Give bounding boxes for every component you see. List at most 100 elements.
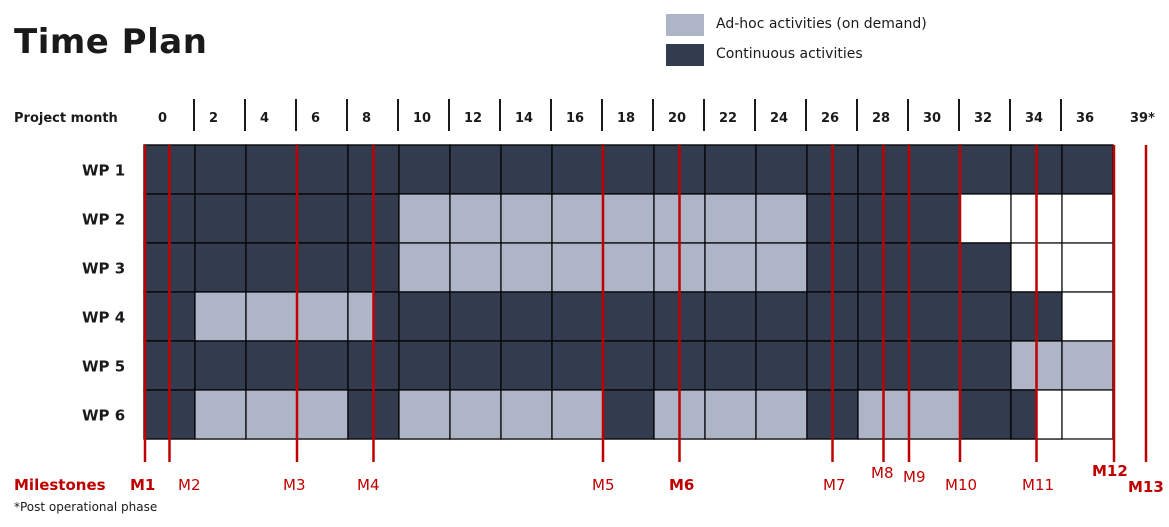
wp-label-1: WP 1 bbox=[82, 162, 125, 180]
gantt-bar-wp5-9 bbox=[602, 340, 655, 391]
milestone-label-m11: M11 bbox=[1022, 476, 1054, 494]
month-label-3: 6 bbox=[311, 111, 320, 126]
gantt-bar-wp3-7 bbox=[500, 242, 553, 293]
gantt-bar-wp3-2 bbox=[245, 242, 298, 293]
month-label-7: 14 bbox=[515, 111, 533, 126]
wp-label-3: WP 3 bbox=[82, 260, 125, 278]
gantt-bar-wp3-9 bbox=[602, 242, 655, 293]
month-label-10: 20 bbox=[668, 111, 686, 126]
gantt-bar-wp1-7 bbox=[500, 144, 553, 195]
month-label-8: 16 bbox=[566, 111, 584, 126]
legend-swatch-continuous bbox=[666, 44, 704, 66]
month-label-18: 36 bbox=[1076, 111, 1094, 126]
milestone-label-m3: M3 bbox=[283, 476, 306, 494]
month-label-17: 34 bbox=[1025, 111, 1043, 126]
gantt-cell-wp2-18 bbox=[1061, 193, 1114, 244]
gantt-bar-wp6-1 bbox=[194, 389, 247, 440]
gantt-bar-wp2-1 bbox=[194, 193, 247, 244]
gantt-bar-wp6-17 bbox=[1010, 389, 1038, 440]
gantt-bar-wp4-15 bbox=[908, 291, 961, 342]
page-title: Time Plan bbox=[14, 22, 208, 62]
gantt-bar-wp5-7 bbox=[500, 340, 553, 391]
milestone-label-m1: M1 bbox=[130, 476, 155, 494]
legend-label-continuous: Continuous activities bbox=[716, 46, 863, 62]
gantt-bar-wp6-9 bbox=[602, 389, 655, 440]
gantt-bar-wp1-6 bbox=[449, 144, 502, 195]
gantt-bar-wp5-3 bbox=[296, 340, 349, 391]
month-label-6: 12 bbox=[464, 111, 482, 126]
month-label-16: 32 bbox=[974, 111, 992, 126]
gantt-bar-wp5-8 bbox=[551, 340, 604, 391]
gantt-bar-wp2-5 bbox=[398, 193, 451, 244]
gantt-bar-wp3-8 bbox=[551, 242, 604, 293]
month-label-12: 24 bbox=[770, 111, 788, 126]
gantt-bar-wp5-16 bbox=[959, 340, 1012, 391]
gantt-bar-wp4-3 bbox=[296, 291, 349, 342]
gantt-bar-wp2-9 bbox=[602, 193, 655, 244]
gantt-cell-wp2-16 bbox=[959, 193, 1012, 244]
gantt-cell-wp6-18 bbox=[1061, 389, 1114, 440]
gantt-bar-wp2-3 bbox=[296, 193, 349, 244]
milestone-label-m8: M8 bbox=[871, 464, 894, 482]
gantt-bar-wp6-16 bbox=[959, 389, 1012, 440]
wp-label-5: WP 5 bbox=[82, 358, 125, 376]
gantt-bar-wp2-7 bbox=[500, 193, 553, 244]
month-label-15: 30 bbox=[923, 111, 941, 126]
gantt-bar-wp5-12 bbox=[755, 340, 808, 391]
gantt-bar-wp3-6 bbox=[449, 242, 502, 293]
milestone-label-m9: M9 bbox=[903, 468, 926, 486]
month-label-19: 39* bbox=[1130, 111, 1155, 126]
gantt-bar-wp1-9 bbox=[602, 144, 655, 195]
month-label-14: 28 bbox=[872, 111, 890, 126]
gantt-bar-wp1-18 bbox=[1061, 144, 1114, 195]
milestone-label-m7: M7 bbox=[823, 476, 846, 494]
gantt-bar-wp6-8 bbox=[551, 389, 604, 440]
gantt-bar-wp1-1 bbox=[194, 144, 247, 195]
gantt-bar-wp3-11 bbox=[704, 242, 757, 293]
gantt-bar-wp4-4 bbox=[347, 291, 375, 342]
gantt-bar-wp6-12 bbox=[755, 389, 808, 440]
gantt-bar-wp4-6 bbox=[449, 291, 502, 342]
milestone-label-m6: M6 bbox=[669, 476, 694, 494]
legend-label-adhoc: Ad-hoc activities (on demand) bbox=[716, 16, 927, 32]
gantt-bar-wp2-15 bbox=[908, 193, 961, 244]
month-label-5: 10 bbox=[413, 111, 431, 126]
gantt-bar-wp2-8 bbox=[551, 193, 604, 244]
gantt-bar-wp5-6 bbox=[449, 340, 502, 391]
gantt-bar-wp4-1 bbox=[194, 291, 247, 342]
gantt-bar-wp2-6 bbox=[449, 193, 502, 244]
gantt-bar-wp1-12 bbox=[755, 144, 808, 195]
gantt-bar-wp2-11 bbox=[704, 193, 757, 244]
gantt-bar-wp4-11 bbox=[704, 291, 757, 342]
gantt-bar-wp4-5 bbox=[398, 291, 451, 342]
gantt-bar-wp6-2 bbox=[245, 389, 298, 440]
month-label-4: 8 bbox=[362, 111, 371, 126]
gantt-bar-wp3-3 bbox=[296, 242, 349, 293]
gantt-bar-wp5-18 bbox=[1061, 340, 1114, 391]
month-label-13: 26 bbox=[821, 111, 839, 126]
milestone-label-m2: M2 bbox=[178, 476, 201, 494]
wp-label-4: WP 4 bbox=[82, 309, 125, 327]
wp-label-2: WP 2 bbox=[82, 211, 125, 229]
gantt-bar-wp4-2 bbox=[245, 291, 298, 342]
milestone-label-m13: M13 bbox=[1128, 478, 1164, 496]
gantt-bar-wp1-3 bbox=[296, 144, 349, 195]
gantt-bar-wp5-11 bbox=[704, 340, 757, 391]
milestone-label-m4: M4 bbox=[357, 476, 380, 494]
gantt-bar-wp5-15 bbox=[908, 340, 961, 391]
gantt-bar-wp6-7 bbox=[500, 389, 553, 440]
milestones-label: Milestones bbox=[14, 476, 106, 494]
gantt-bar-wp3-5 bbox=[398, 242, 451, 293]
gantt-bar-wp4-16 bbox=[959, 291, 1012, 342]
gantt-bar-wp4-8 bbox=[551, 291, 604, 342]
gantt-bar-wp2-2 bbox=[245, 193, 298, 244]
gantt-bar-wp1-11 bbox=[704, 144, 757, 195]
gantt-bar-wp1-16 bbox=[959, 144, 1012, 195]
milestone-label-m10: M10 bbox=[945, 476, 977, 494]
gantt-bar-wp6-5 bbox=[398, 389, 451, 440]
gantt-bar-wp3-15 bbox=[908, 242, 961, 293]
gantt-bar-wp5-5 bbox=[398, 340, 451, 391]
month-label-1: 2 bbox=[209, 111, 218, 126]
gantt-bar-wp3-12 bbox=[755, 242, 808, 293]
gantt-bar-wp6-3 bbox=[296, 389, 349, 440]
